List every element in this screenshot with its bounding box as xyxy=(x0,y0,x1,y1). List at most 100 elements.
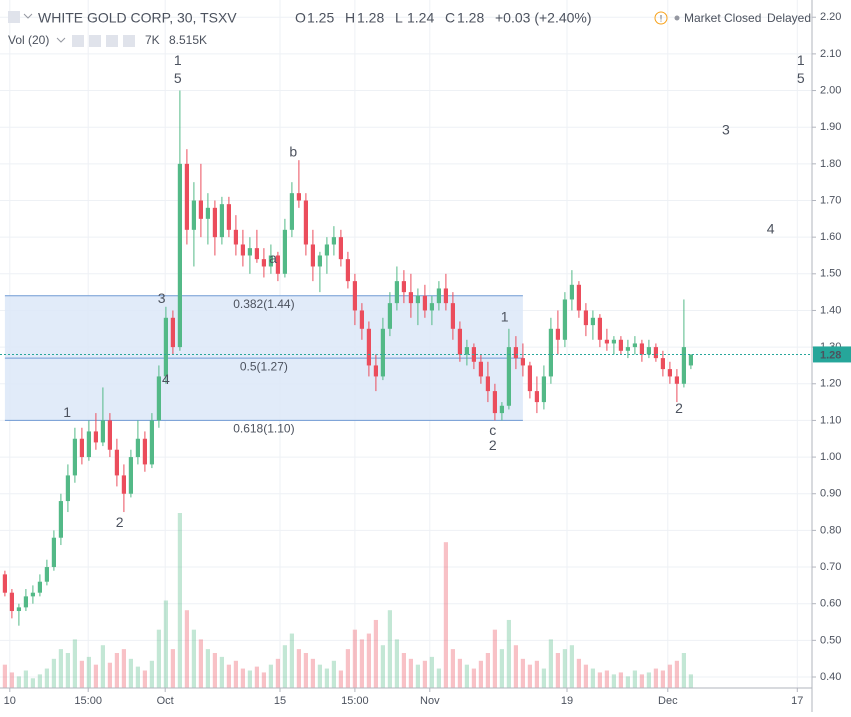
last-price-label: 1.28 xyxy=(820,349,841,361)
volume-bar xyxy=(9,672,14,688)
candle-body xyxy=(156,376,161,421)
candle-body xyxy=(590,317,595,326)
x-tick-label: 19 xyxy=(561,695,573,707)
candle-body xyxy=(380,328,385,377)
candle-body xyxy=(226,204,231,230)
volume-bar xyxy=(604,670,609,688)
y-tick-label: 0.80 xyxy=(820,524,841,536)
volume-bar xyxy=(562,649,567,688)
candle-body xyxy=(646,347,651,355)
candle-body xyxy=(44,567,49,582)
volume-bar xyxy=(254,666,259,688)
volume-bar xyxy=(394,639,399,688)
candle-body xyxy=(555,328,560,340)
ohlc-label: L xyxy=(395,10,403,26)
volume-label: Vol (20) xyxy=(8,33,49,47)
candle-body xyxy=(142,438,147,465)
volume-bar xyxy=(352,629,357,688)
x-tick-label: Nov xyxy=(420,695,440,707)
candle-body xyxy=(247,248,252,256)
candle-body xyxy=(492,391,497,414)
x-tick-label: 17 xyxy=(791,695,803,707)
x-tick-label: Oct xyxy=(157,695,174,707)
volume-bar xyxy=(380,645,385,688)
settings-icon[interactable] xyxy=(89,35,101,47)
volume-bar xyxy=(485,653,490,688)
candle-body xyxy=(394,281,399,304)
y-tick-label: 1.60 xyxy=(820,231,841,243)
wave-label: a xyxy=(269,250,277,266)
volume-bar xyxy=(275,658,280,688)
candle-body xyxy=(583,310,588,326)
ohlc-label: H xyxy=(345,10,355,26)
candle-body xyxy=(352,281,357,311)
volume-bar xyxy=(51,658,56,688)
candle-body xyxy=(667,369,672,377)
volume-bar xyxy=(310,658,315,688)
volume-bar xyxy=(23,670,28,688)
volume-bar xyxy=(457,658,462,688)
candle-body xyxy=(527,365,532,392)
candle-body xyxy=(23,596,28,608)
candle-body xyxy=(65,475,70,502)
candle-body xyxy=(282,229,287,274)
x-tick-label: 15:00 xyxy=(74,695,102,707)
volume-bar xyxy=(660,670,665,688)
volume-bar xyxy=(261,672,266,688)
volume-bar xyxy=(226,664,231,688)
volume-bar xyxy=(100,645,105,688)
candle-body xyxy=(464,347,469,355)
candle-body xyxy=(345,259,350,282)
warning-icon[interactable] xyxy=(654,11,668,25)
candle-body xyxy=(681,347,686,384)
candle-body xyxy=(576,284,581,311)
add-icon[interactable] xyxy=(106,35,118,47)
eye-icon[interactable] xyxy=(72,35,84,47)
volume-bar xyxy=(366,633,371,688)
volume-bar xyxy=(548,639,553,688)
candle-body xyxy=(51,537,56,568)
candle-body xyxy=(562,299,567,340)
volume-bar xyxy=(170,649,175,688)
dropdown-icon[interactable] xyxy=(56,37,66,43)
y-tick-label: 0.90 xyxy=(820,488,841,500)
wave-label: 1 xyxy=(63,404,71,420)
candle-body xyxy=(135,438,140,458)
candle-body xyxy=(548,328,553,377)
volume-bar xyxy=(513,645,518,688)
wave-label: 2 xyxy=(489,437,497,453)
volume-bar xyxy=(667,664,672,688)
more-icon[interactable] xyxy=(123,35,135,47)
candle-body xyxy=(324,244,329,256)
candle-body xyxy=(58,501,63,538)
candle-body xyxy=(184,163,189,230)
candle-body xyxy=(401,281,406,293)
dropdown-icon[interactable] xyxy=(23,13,33,19)
volume-bar xyxy=(387,610,392,688)
volume-bar xyxy=(464,664,469,688)
y-tick-label: 1.90 xyxy=(820,121,841,133)
y-tick-label: 1.00 xyxy=(820,451,841,463)
candle-body xyxy=(275,255,280,274)
y-tick-label: 0.60 xyxy=(820,598,841,610)
volume-bar xyxy=(443,542,448,688)
candle-body xyxy=(219,204,224,238)
candle-body xyxy=(534,391,539,403)
candle-body xyxy=(653,347,658,359)
volume-bar xyxy=(373,619,378,688)
candle-body xyxy=(9,592,14,612)
candle-body xyxy=(212,207,217,238)
candle-body xyxy=(16,607,21,612)
y-tick-label: 2.20 xyxy=(820,11,841,23)
candle-body xyxy=(366,328,371,366)
volume-bar xyxy=(422,660,427,688)
volume-bar xyxy=(303,653,308,688)
volume-bar xyxy=(219,656,224,688)
y-tick-label: 2.10 xyxy=(820,48,841,60)
candle-body xyxy=(478,361,483,377)
candle-body xyxy=(177,163,182,348)
volume-bar xyxy=(492,629,497,688)
symbol-icon[interactable] xyxy=(8,11,20,23)
volume-bar xyxy=(184,610,189,688)
wave-label: 3 xyxy=(722,122,730,138)
